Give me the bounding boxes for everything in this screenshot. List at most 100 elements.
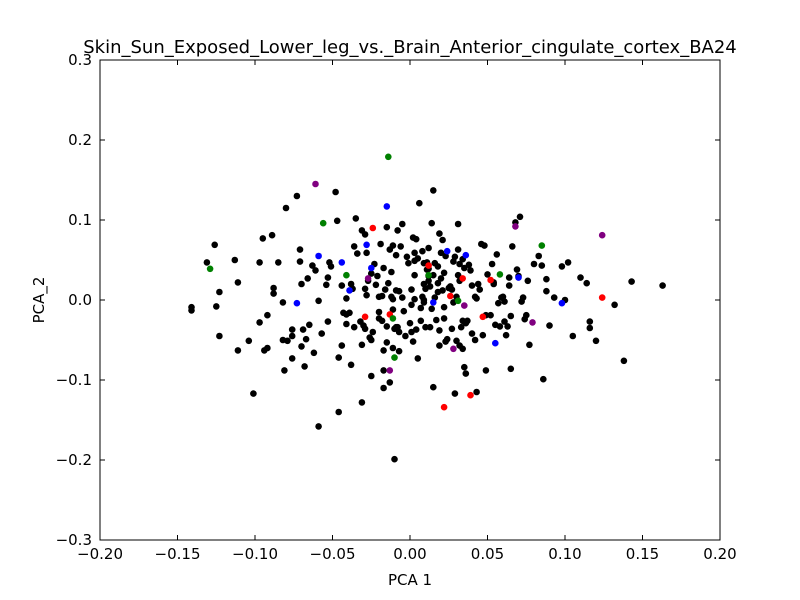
y-axis-label: PCA_2 — [30, 277, 49, 324]
data-point — [496, 271, 504, 278]
y-tick-label: 0.3 — [68, 51, 92, 69]
data-point — [389, 315, 397, 322]
data-point — [454, 271, 462, 279]
points-layer — [188, 153, 666, 463]
data-point — [388, 268, 395, 276]
data-point — [440, 403, 448, 411]
data-point — [550, 294, 558, 301]
data-point — [592, 337, 600, 345]
data-point — [530, 260, 538, 268]
data-point — [543, 287, 550, 295]
data-point — [461, 264, 468, 272]
data-point — [216, 332, 223, 340]
x-tick-label: −0.05 — [310, 545, 356, 563]
data-point — [368, 270, 375, 277]
data-point — [524, 277, 532, 285]
data-point — [361, 285, 369, 293]
data-point — [426, 283, 434, 290]
data-point — [361, 231, 369, 238]
data-point — [310, 349, 318, 357]
data-point — [347, 361, 355, 369]
x-tick-label: 0.05 — [471, 545, 504, 563]
data-point — [425, 262, 432, 269]
data-point — [529, 319, 536, 326]
data-point — [433, 316, 440, 324]
data-point — [400, 307, 408, 315]
data-point — [256, 259, 263, 266]
data-point — [515, 274, 522, 281]
data-point — [484, 271, 491, 278]
data-point — [577, 274, 584, 281]
data-point — [426, 323, 434, 331]
data-point — [451, 390, 459, 397]
data-point — [425, 271, 432, 279]
data-point — [535, 252, 542, 260]
data-point — [505, 274, 513, 281]
data-point — [281, 367, 288, 374]
data-point — [468, 330, 476, 337]
data-point — [420, 299, 428, 306]
data-point — [312, 180, 319, 188]
data-point — [383, 339, 391, 346]
data-point — [620, 357, 628, 365]
data-point — [405, 259, 412, 267]
x-tick-label: 0.20 — [703, 545, 736, 563]
data-point — [350, 243, 358, 250]
x-tick-label: −0.15 — [155, 545, 201, 563]
data-point — [315, 297, 322, 305]
data-point — [381, 286, 389, 293]
data-point — [659, 282, 666, 289]
data-point — [507, 312, 515, 320]
data-point — [361, 325, 369, 333]
data-point — [509, 243, 516, 250]
data-point — [368, 372, 375, 380]
data-point — [383, 223, 391, 231]
data-point — [436, 230, 443, 237]
data-point — [487, 311, 494, 319]
data-point — [495, 299, 502, 307]
data-point — [391, 354, 398, 361]
data-point — [482, 367, 490, 374]
data-point — [416, 199, 423, 207]
data-point — [358, 341, 366, 349]
data-point — [462, 251, 470, 259]
data-point — [598, 231, 606, 239]
y-tick-label: 0.2 — [68, 131, 92, 149]
data-point — [352, 215, 360, 222]
data-point — [312, 267, 319, 274]
data-point — [523, 311, 530, 319]
data-point — [288, 355, 296, 362]
data-point — [389, 344, 397, 352]
data-point — [546, 322, 553, 329]
data-point — [488, 260, 496, 268]
data-point — [397, 243, 405, 250]
data-point — [471, 336, 479, 344]
data-point — [338, 342, 346, 349]
data-point — [493, 251, 501, 258]
data-point — [270, 290, 277, 297]
data-point — [440, 315, 448, 322]
data-point — [304, 275, 312, 282]
x-tick-label: −0.10 — [232, 545, 278, 563]
data-point — [327, 263, 335, 270]
data-point — [296, 246, 304, 253]
y-tick-label: 0.0 — [68, 291, 92, 309]
data-point — [454, 220, 462, 228]
data-point — [275, 259, 282, 266]
data-point — [259, 235, 267, 242]
data-point — [264, 344, 271, 352]
data-point — [298, 280, 305, 288]
plot-frame — [99, 59, 721, 541]
data-point — [380, 384, 387, 392]
data-point — [380, 347, 387, 354]
data-point — [425, 277, 432, 285]
data-point — [323, 281, 330, 289]
data-point — [412, 235, 420, 243]
data-point — [473, 295, 480, 302]
data-point — [586, 318, 594, 325]
data-point — [392, 251, 400, 259]
data-point — [504, 323, 511, 330]
data-point — [383, 203, 391, 210]
data-point — [467, 391, 474, 399]
data-point — [389, 295, 397, 303]
